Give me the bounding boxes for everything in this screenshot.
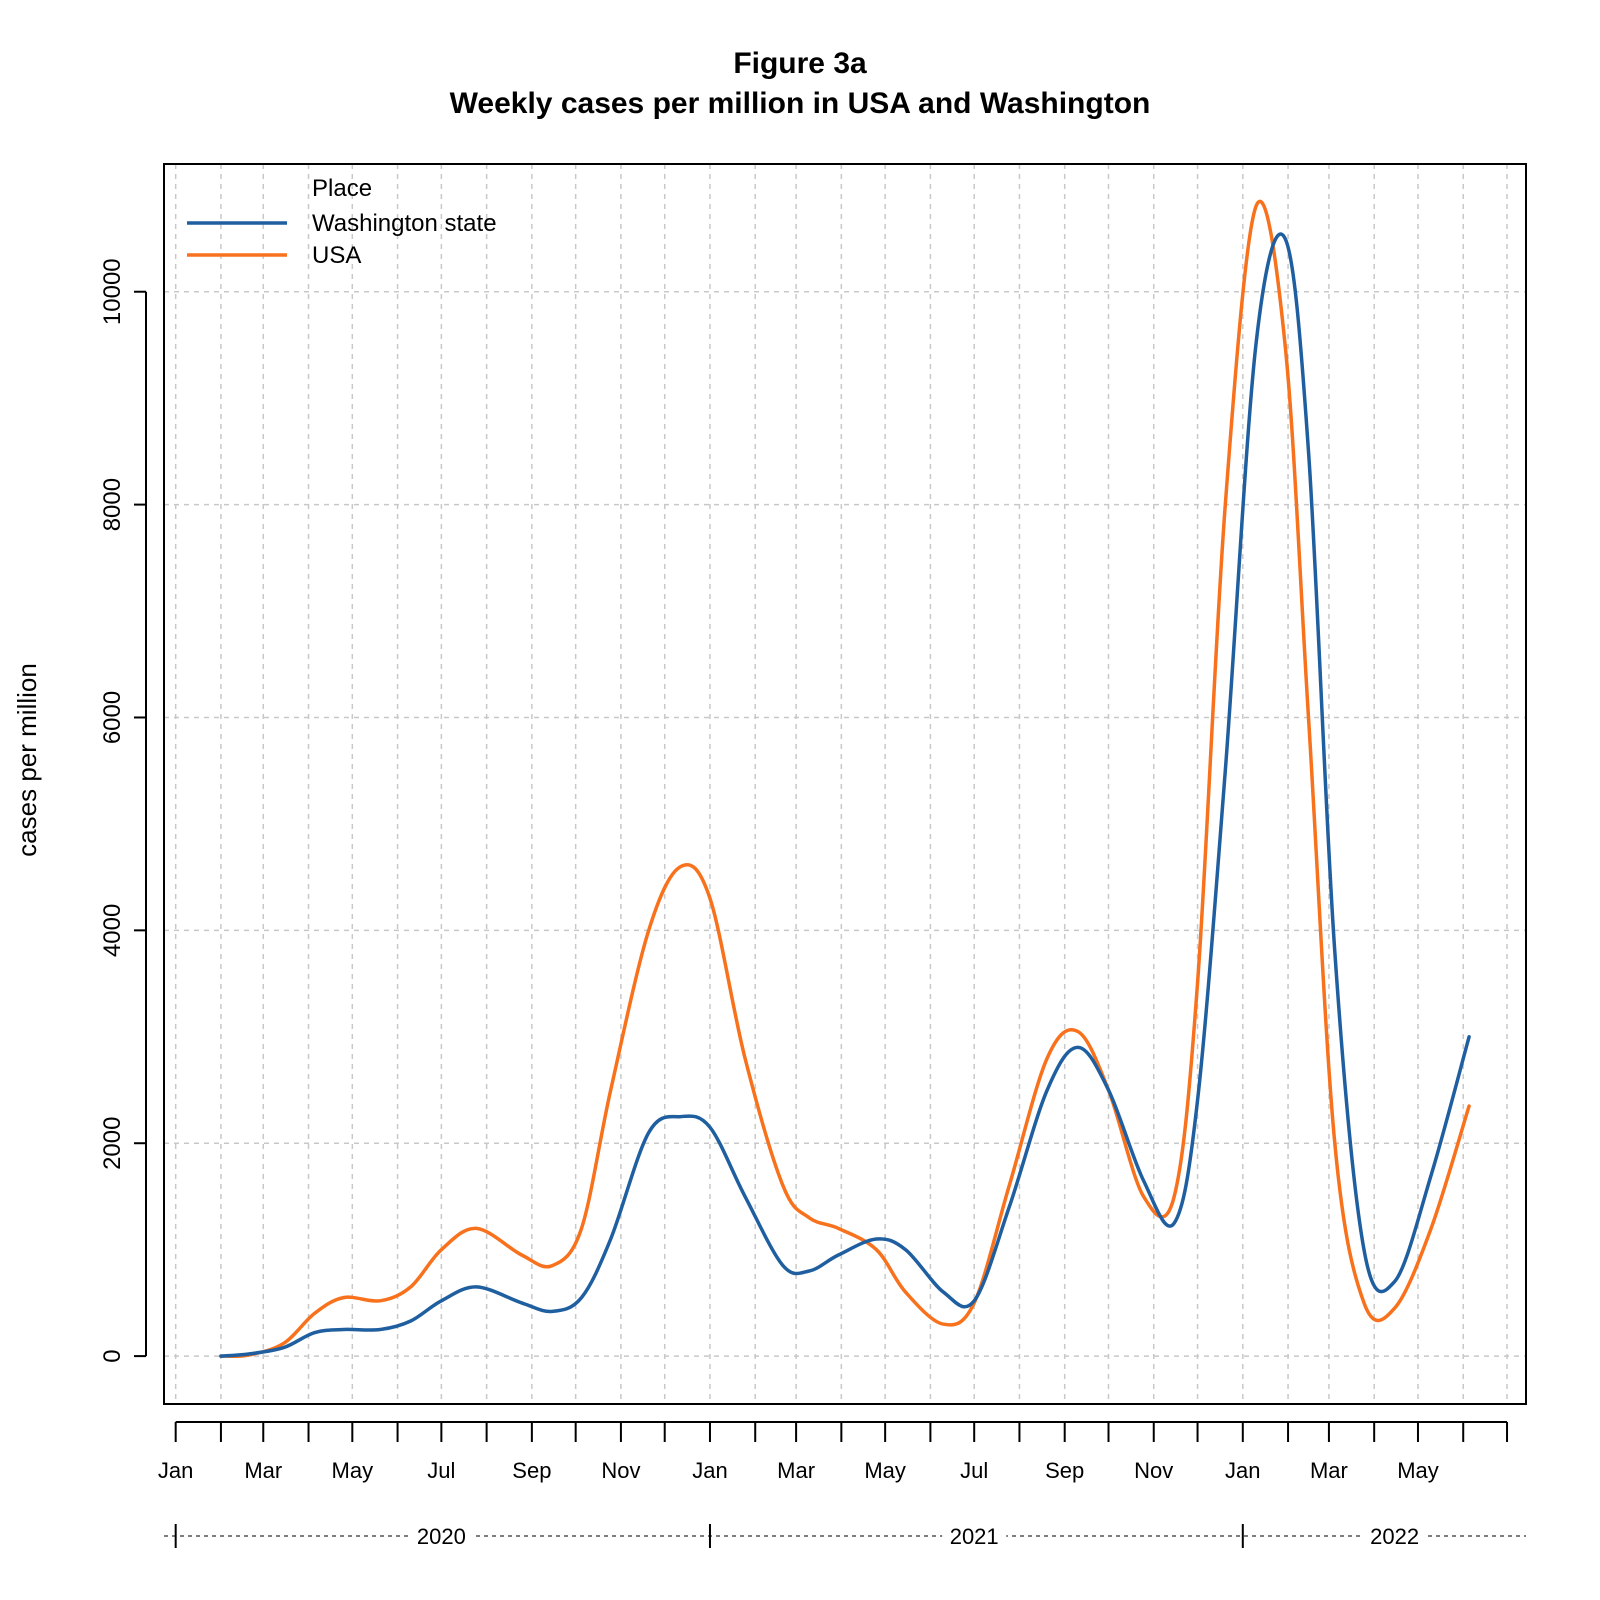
x-tick-label: Nov xyxy=(601,1458,640,1483)
y-tick-label: 0 xyxy=(99,1349,126,1362)
legend-title: Place xyxy=(312,175,372,202)
x-tick-label: Jan xyxy=(158,1458,193,1483)
y-tick-label: 6000 xyxy=(99,691,126,744)
year-axis: 2020 2021 2022 xyxy=(164,1522,1526,1550)
legend-label-washington-state: Washington state xyxy=(312,210,497,237)
x-axis: Jan Mar May Jul Sep Nov Jan Mar May Jul Sep Nov Jan M… xyxy=(158,1421,1509,1483)
chart-subtitle: Weekly cases per million in USA and Wash… xyxy=(450,87,1151,120)
y-tick-label: 4000 xyxy=(99,904,126,957)
y-axis: 0 2000 4000 6000 8000 10000 xyxy=(99,258,147,1363)
chart-title: Figure 3a xyxy=(733,47,867,80)
x-tick-label: Jan xyxy=(692,1458,727,1483)
x-tick-label: Nov xyxy=(1134,1458,1173,1483)
x-tick-label: Mar xyxy=(1310,1458,1348,1483)
year-label: 2021 xyxy=(950,1524,999,1549)
x-tick-label: May xyxy=(864,1458,906,1483)
x-tick-label: Jul xyxy=(960,1458,988,1483)
x-tick-label: May xyxy=(332,1458,374,1483)
y-tick-label: 2000 xyxy=(99,1117,126,1170)
grid-layer xyxy=(164,164,1526,1404)
x-tick-label: May xyxy=(1397,1458,1439,1483)
y-tick-label: 8000 xyxy=(99,478,126,531)
plot-frame xyxy=(163,163,1527,1405)
x-tick-label: Sep xyxy=(1045,1458,1084,1483)
x-tick-label: Sep xyxy=(512,1458,551,1483)
x-tick-label: Jul xyxy=(427,1458,455,1483)
series-layer xyxy=(219,199,1471,1359)
year-label-bg xyxy=(1362,1522,1427,1550)
year-label: 2020 xyxy=(417,1524,466,1549)
x-tick-label: Jan xyxy=(1225,1458,1260,1483)
series-line-washington-state xyxy=(219,232,1471,1358)
year-label-bg xyxy=(409,1522,474,1550)
x-tick-label: Mar xyxy=(244,1458,282,1483)
year-label: 2022 xyxy=(1370,1524,1419,1549)
legend-label-usa: USA xyxy=(312,242,361,269)
legend: Place Washington state USA xyxy=(187,175,497,269)
x-tick-label: Mar xyxy=(777,1458,815,1483)
y-axis-label: cases per million xyxy=(12,663,42,857)
y-tick-label: 10000 xyxy=(99,258,126,325)
year-label-bg xyxy=(942,1522,1007,1550)
series-line-usa xyxy=(219,199,1471,1359)
